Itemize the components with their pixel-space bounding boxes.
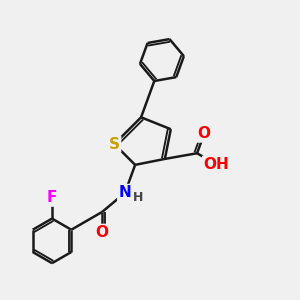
Text: H: H [133,191,143,204]
Text: F: F [47,190,57,205]
Text: N: N [118,185,131,200]
Text: O: O [198,126,211,141]
Text: O: O [96,225,109,240]
Text: S: S [109,136,120,152]
Text: OH: OH [203,157,229,172]
